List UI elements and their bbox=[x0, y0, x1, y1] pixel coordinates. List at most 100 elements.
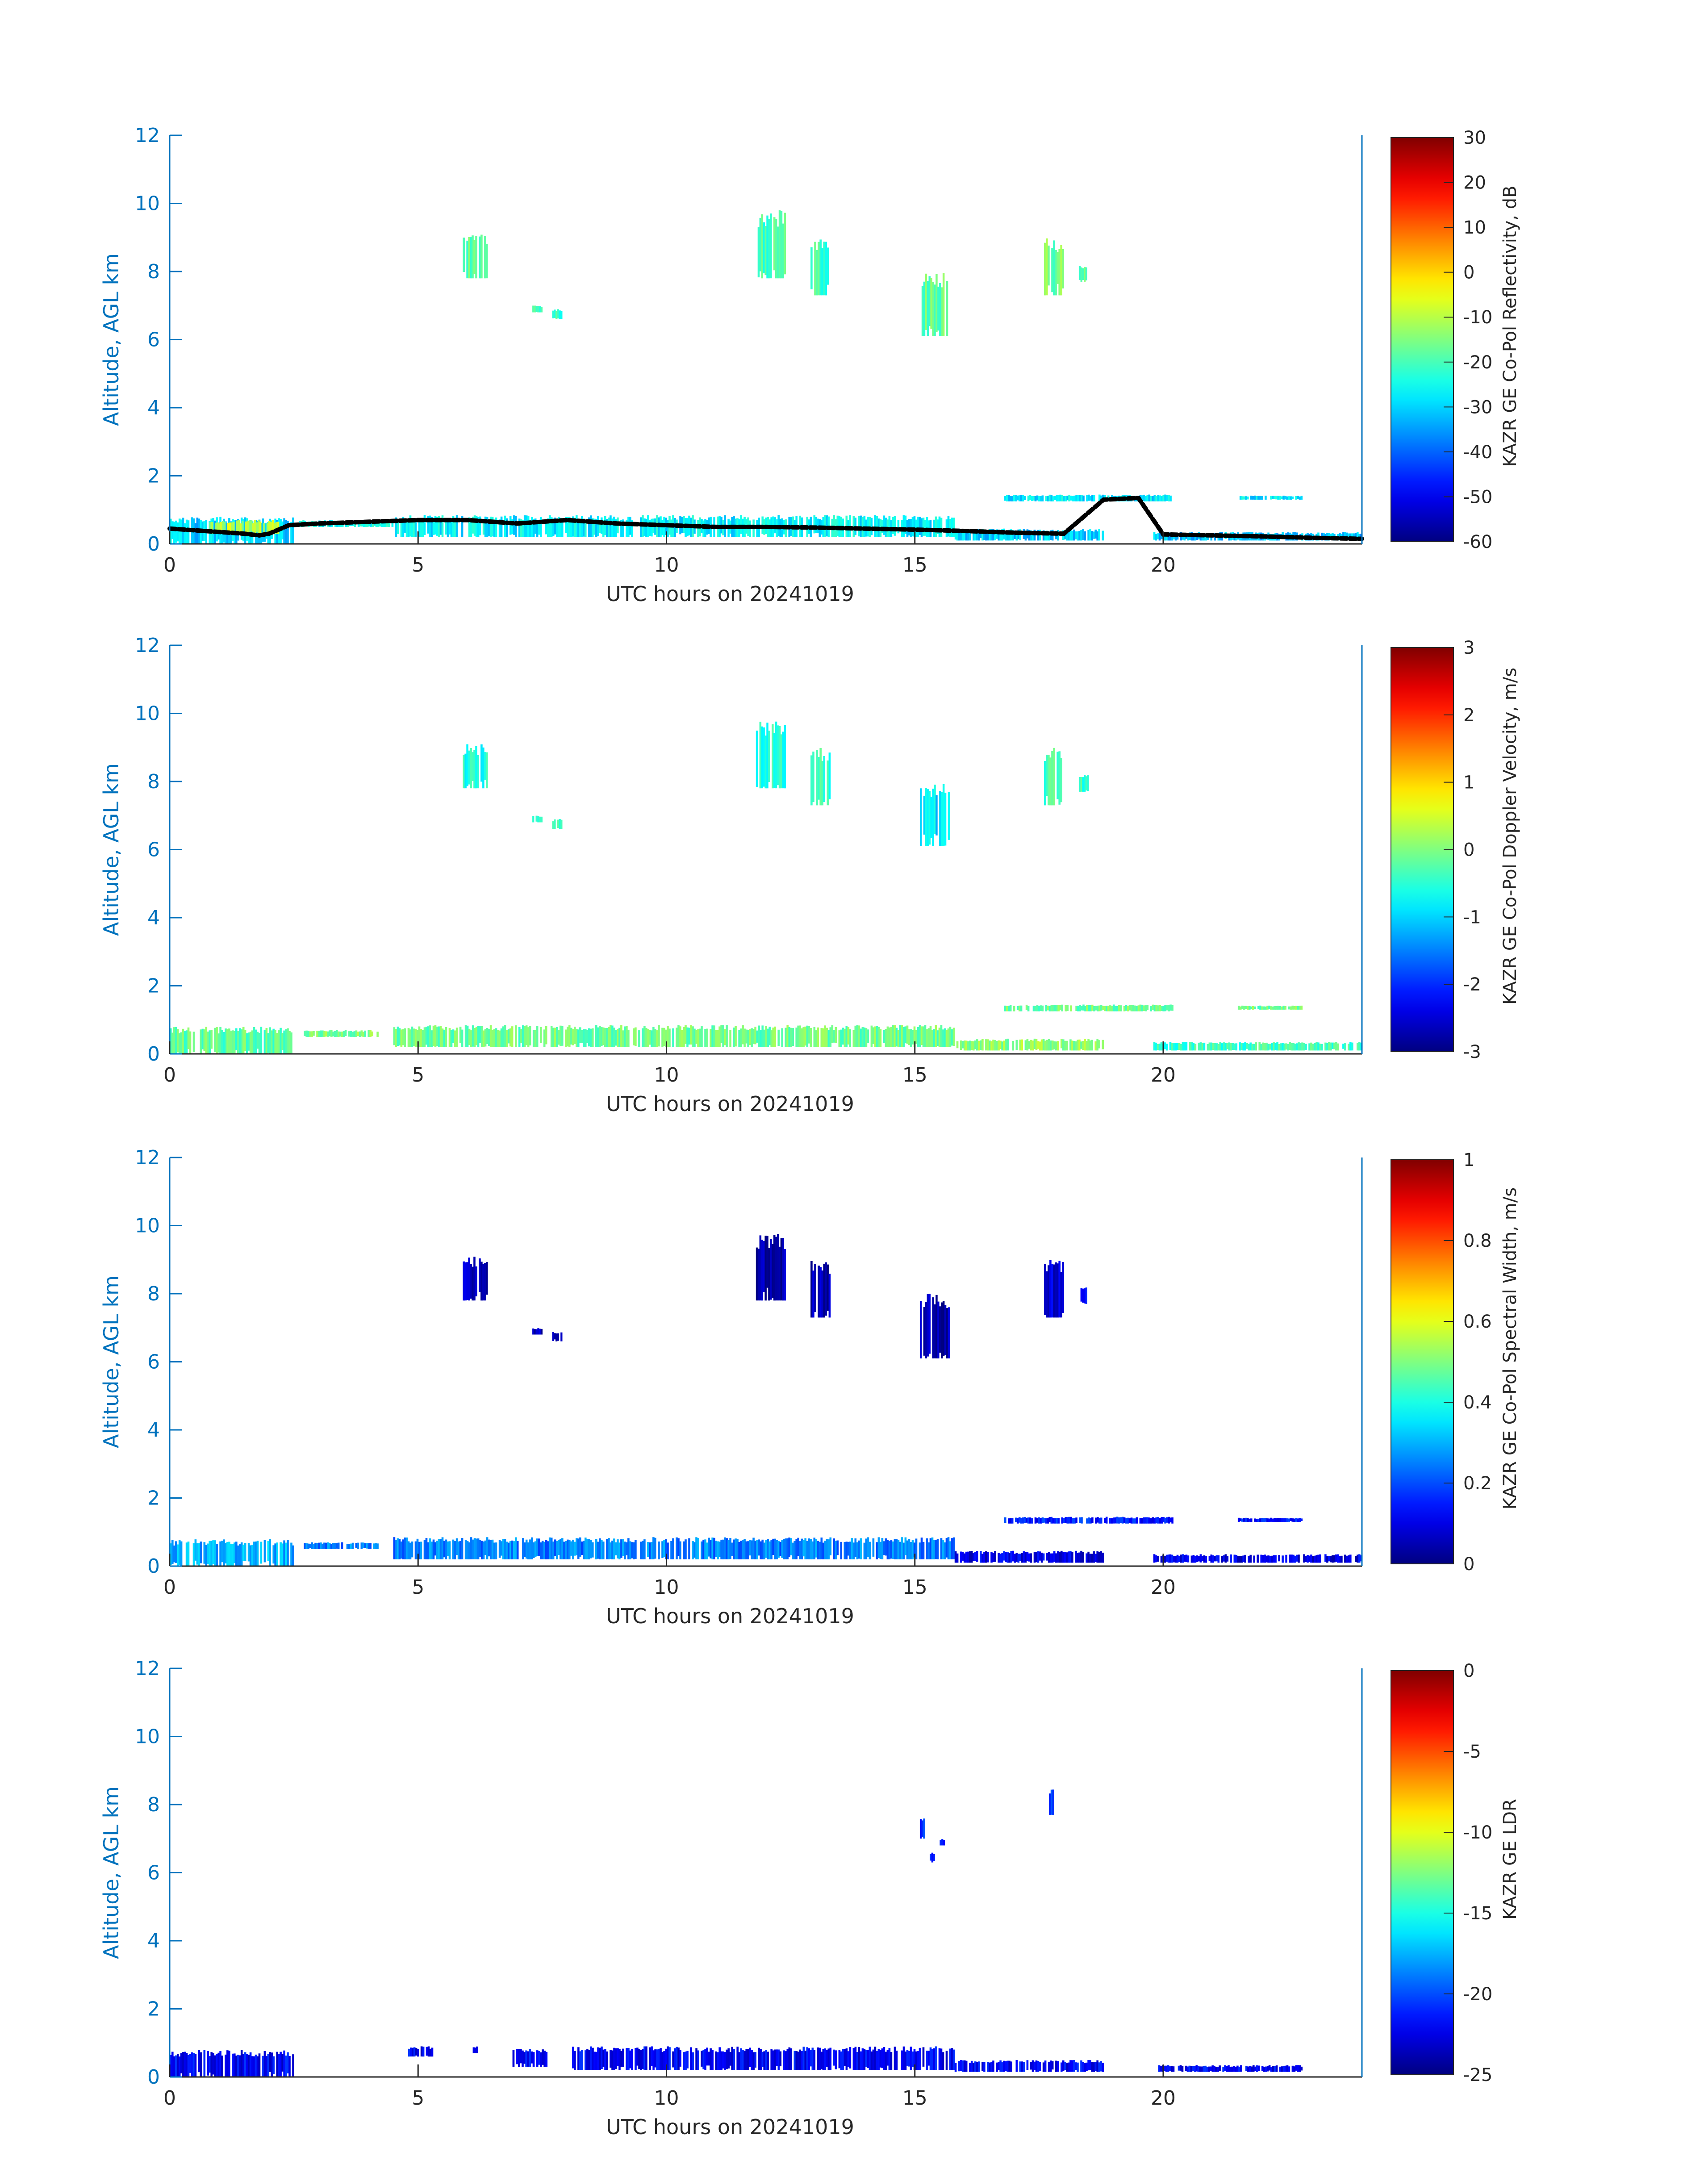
echo-cell bbox=[583, 1029, 585, 1047]
echo-cell bbox=[1159, 1005, 1161, 1011]
echo-cell bbox=[1080, 1288, 1082, 1302]
x-tick-label: 10 bbox=[654, 2087, 679, 2110]
echo-cell bbox=[965, 1040, 968, 1051]
echo-cell bbox=[840, 1029, 843, 1047]
echo-cell bbox=[819, 2047, 821, 2070]
echo-cell bbox=[954, 529, 957, 540]
echo-cell bbox=[1246, 1043, 1248, 1049]
echo-cell bbox=[919, 1819, 922, 1839]
echo-cell bbox=[1242, 1555, 1244, 1563]
echo-cell bbox=[1165, 1554, 1168, 1562]
echo-cell bbox=[886, 1540, 889, 1559]
echo-cell bbox=[1091, 1004, 1094, 1011]
echo-cell bbox=[996, 2062, 998, 2072]
echo-cell bbox=[711, 1538, 714, 1559]
echo-cell bbox=[654, 2049, 656, 2068]
echo-cell bbox=[588, 517, 590, 537]
echo-cell bbox=[232, 1544, 234, 1566]
echo-cell bbox=[1066, 1005, 1069, 1011]
echo-cell bbox=[1104, 1006, 1106, 1011]
echo-cell bbox=[1018, 495, 1021, 501]
echo-cell bbox=[783, 1539, 785, 1559]
echo-cell bbox=[1300, 1518, 1303, 1521]
echo-cell bbox=[228, 1028, 230, 1054]
echo-cell bbox=[1274, 1006, 1276, 1010]
echo-cell bbox=[814, 1264, 816, 1312]
echo-cell bbox=[915, 2051, 918, 2070]
echo-cell bbox=[1178, 1556, 1181, 1562]
echo-cell bbox=[772, 2050, 775, 2070]
echo-cell bbox=[1321, 1044, 1323, 1051]
echo-cell bbox=[1038, 1517, 1040, 1524]
echo-cell bbox=[838, 1030, 841, 1047]
echo-cell bbox=[1079, 1517, 1081, 1523]
echo-cell bbox=[1046, 531, 1048, 541]
echo-cell bbox=[411, 1026, 413, 1047]
echo-cell bbox=[727, 1540, 730, 1559]
echo-cell bbox=[935, 1025, 937, 1047]
echo-cell bbox=[192, 1032, 195, 1053]
echo-cell bbox=[919, 517, 921, 535]
echo-cell bbox=[276, 1542, 278, 1566]
echo-cell bbox=[466, 240, 468, 279]
echo-cell bbox=[1333, 1042, 1336, 1049]
echo-cell bbox=[1171, 1043, 1173, 1051]
echo-cell bbox=[768, 1027, 771, 1045]
echo-cell bbox=[226, 1029, 229, 1054]
echo-cell bbox=[777, 725, 779, 786]
echo-cell bbox=[1157, 495, 1159, 501]
echo-cell bbox=[1045, 1518, 1048, 1524]
echo-cell bbox=[1053, 748, 1055, 806]
echo-cell bbox=[1195, 2065, 1198, 2072]
echo-cell bbox=[601, 517, 603, 534]
echo-cell bbox=[1091, 531, 1093, 541]
echo-cell bbox=[557, 309, 560, 319]
echo-cell bbox=[423, 1027, 426, 1047]
echo-cell bbox=[672, 1028, 674, 1047]
echo-cell bbox=[468, 237, 470, 279]
echo-cell bbox=[1073, 1040, 1075, 1051]
echo-cell bbox=[1182, 1042, 1184, 1051]
echo-cell bbox=[170, 1543, 172, 1565]
echo-cell bbox=[557, 819, 560, 828]
echo-cell bbox=[994, 1551, 996, 1562]
colorbar-tick-label: -15 bbox=[1463, 1903, 1492, 1924]
echo-cell bbox=[840, 1542, 843, 1559]
echo-cell bbox=[1349, 1554, 1352, 1563]
y-tick-label: 10 bbox=[135, 1215, 160, 1237]
echo-cell bbox=[699, 1028, 701, 1047]
echo-cell bbox=[581, 2050, 583, 2070]
echo-cell bbox=[1041, 1005, 1044, 1011]
echo-cell bbox=[1048, 1006, 1051, 1011]
echo-cell bbox=[272, 2056, 275, 2074]
echo-cell bbox=[538, 520, 540, 535]
echo-cell bbox=[1123, 1517, 1126, 1523]
echo-cell bbox=[668, 1028, 671, 1047]
echo-cell bbox=[1164, 494, 1166, 501]
echo-cell bbox=[1071, 1040, 1073, 1051]
echo-cell bbox=[581, 516, 583, 537]
echo-cell bbox=[1004, 1005, 1006, 1011]
echo-cell bbox=[207, 1543, 209, 1564]
echo-cell bbox=[1057, 1518, 1060, 1524]
echo-cell bbox=[470, 748, 472, 789]
colorbar-tick-label: 2 bbox=[1463, 705, 1474, 726]
echo-cell bbox=[969, 2063, 971, 2072]
echo-cell bbox=[647, 1029, 649, 1047]
echo-cell bbox=[216, 1027, 218, 1054]
echo-cell bbox=[330, 1544, 333, 1549]
echo-cell bbox=[1045, 496, 1048, 501]
echo-cell bbox=[420, 2046, 423, 2057]
echo-cell bbox=[556, 1541, 558, 1559]
echo-cell bbox=[207, 1032, 209, 1054]
echo-cell bbox=[1283, 1043, 1286, 1051]
echo-cell bbox=[1100, 1005, 1102, 1011]
echo-cell bbox=[745, 1029, 748, 1044]
echo-cell bbox=[785, 2051, 787, 2070]
echo-cell bbox=[923, 1818, 925, 1839]
echo-cell bbox=[810, 2050, 812, 2067]
echo-cell bbox=[1333, 1555, 1336, 1563]
echo-cell bbox=[413, 1028, 415, 1046]
echo-cell bbox=[585, 1538, 587, 1559]
echo-cell bbox=[902, 1027, 905, 1047]
